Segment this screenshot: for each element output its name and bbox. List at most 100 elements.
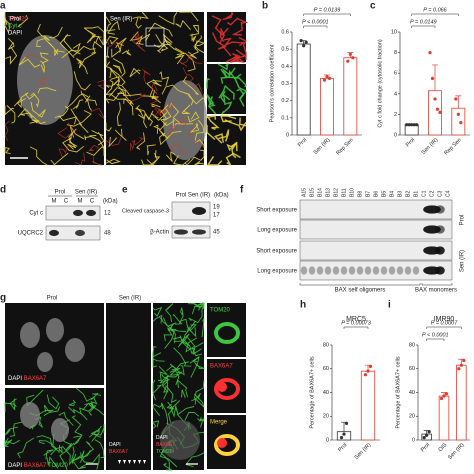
inset-label: BAX6A7 (210, 364, 233, 370)
filament (192, 302, 205, 311)
filament (185, 337, 198, 353)
y-tick-label: 0 (326, 437, 329, 443)
x-tick-label: OIS (437, 442, 448, 453)
data-point (322, 78, 327, 82)
filament (124, 92, 146, 102)
filament (153, 38, 171, 48)
filament (73, 45, 96, 57)
filament (162, 317, 175, 349)
lane-label: B4 (389, 191, 395, 197)
image-label: DAPI BAX6A7 TOM20 (8, 463, 68, 469)
x-tick-label: Prol (420, 442, 431, 453)
data-point (339, 436, 344, 440)
filament (59, 33, 75, 59)
y-tick-label: 20 (409, 414, 415, 420)
filament (153, 122, 167, 134)
filament (165, 151, 176, 162)
x-tick-label: Rep Sen (335, 137, 354, 156)
filament (191, 392, 201, 402)
nucleus (37, 352, 53, 372)
filament (115, 37, 127, 53)
group-label: Prol (460, 215, 466, 226)
filament (143, 113, 154, 129)
lane-label: C1 (421, 190, 427, 197)
filament (184, 411, 200, 421)
y-tick-label: 10 (391, 29, 397, 35)
band (396, 266, 404, 275)
panel-letter: i (388, 300, 391, 311)
legend-entry: TOM20 (8, 17, 29, 23)
filament (29, 146, 48, 166)
filament (142, 69, 151, 84)
lane-label: C (64, 199, 69, 205)
image (207, 12, 246, 62)
filament (3, 437, 13, 447)
arrowhead (143, 460, 146, 464)
filament (17, 108, 46, 125)
filament (93, 424, 105, 436)
filament (86, 30, 97, 44)
panel-letter: f (240, 185, 244, 196)
significance-bracket (411, 13, 459, 16)
filament (187, 93, 205, 105)
data-point (405, 123, 409, 127)
inset-label: Merge (210, 420, 228, 426)
filament (206, 156, 223, 166)
filament (30, 92, 40, 108)
unit-label: (kDa) (214, 193, 229, 199)
image-label: TOM20BAX6A7DAPI (156, 435, 175, 455)
filament (206, 77, 210, 89)
x-tick-label: Prol (297, 137, 308, 148)
y-tick-label: 60 (409, 366, 415, 372)
data-point (435, 107, 440, 111)
band (75, 229, 85, 237)
filament (179, 55, 190, 67)
filament (191, 33, 197, 42)
significance-bracket (303, 25, 328, 28)
filament (226, 17, 249, 26)
kda-label: 48 (104, 231, 111, 237)
band (332, 266, 340, 275)
filament (36, 435, 60, 452)
filament (39, 52, 49, 64)
filament (46, 394, 60, 410)
significance-bracket (426, 326, 462, 329)
filament (38, 440, 54, 446)
filament (84, 26, 105, 40)
blot-frame (45, 205, 101, 221)
data-point (433, 97, 437, 101)
filament (194, 40, 206, 50)
filament (105, 158, 121, 165)
band (435, 246, 445, 255)
y-tick-label: 0.2 (281, 98, 289, 104)
lane-label: B2 (405, 191, 411, 197)
filament (159, 132, 169, 146)
filament (199, 418, 205, 428)
band (404, 266, 412, 275)
filament (239, 117, 247, 127)
filament (155, 34, 169, 52)
x-tick-label: Prol (337, 442, 348, 453)
filament (20, 92, 35, 100)
legend-entry: DAPI (8, 31, 22, 37)
filament (59, 442, 75, 471)
row-label: Short exposure (256, 249, 297, 255)
data-point (425, 433, 429, 437)
band (435, 225, 445, 234)
group-label: Prol (47, 296, 58, 302)
data-point (427, 430, 431, 434)
filament (80, 90, 92, 111)
filament (162, 34, 183, 54)
filament (13, 97, 26, 109)
filament (225, 41, 246, 47)
filament (226, 141, 238, 152)
p-value: P = 0.00073 (341, 320, 372, 326)
filament (79, 441, 94, 464)
organelle (214, 322, 240, 344)
filament (46, 456, 59, 469)
data-point (342, 432, 346, 436)
filament (105, 122, 112, 132)
filament (9, 398, 17, 411)
y-tick-label: 0 (286, 132, 289, 138)
filament (86, 146, 105, 156)
